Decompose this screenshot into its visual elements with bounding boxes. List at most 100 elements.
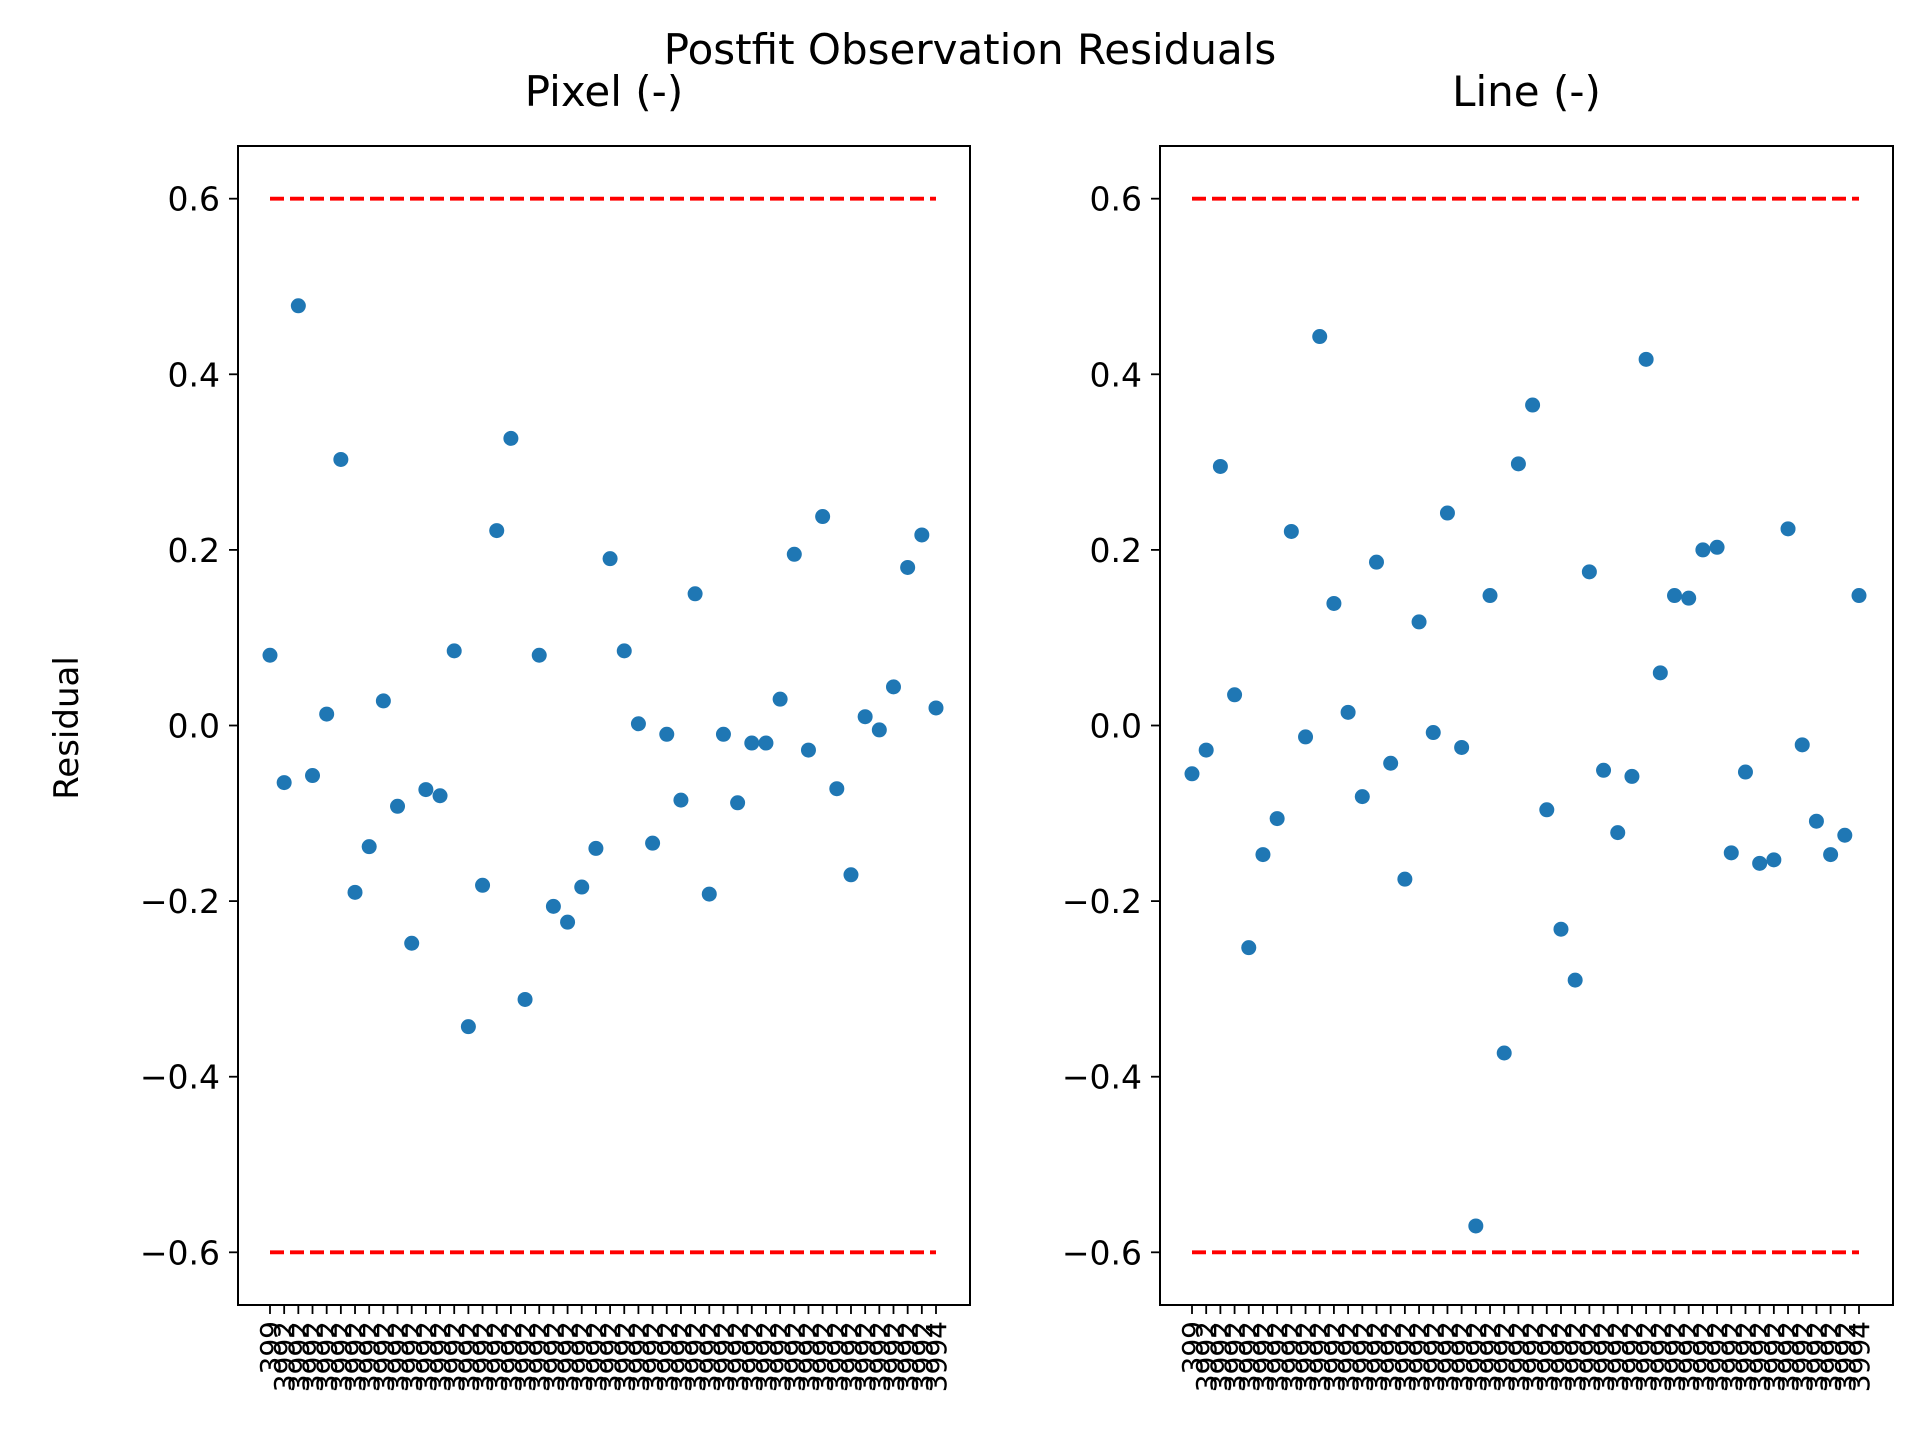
data-point bbox=[1567, 972, 1583, 988]
y-tick-label: 0.4 bbox=[168, 355, 220, 394]
x-tick-label: 3992 bbox=[1744, 1321, 1777, 1392]
x-tick-label: 3992 bbox=[410, 1321, 443, 1392]
y-tick-label: −0.6 bbox=[1062, 1233, 1142, 1272]
data-point bbox=[475, 877, 491, 893]
data-point bbox=[800, 742, 816, 758]
x-tick-label: 3992 bbox=[1829, 1321, 1862, 1392]
data-point bbox=[1454, 739, 1470, 755]
data-point bbox=[1510, 456, 1526, 472]
y-axis-label: Residual bbox=[47, 656, 87, 800]
data-point bbox=[517, 991, 533, 1007]
data-point bbox=[1837, 827, 1853, 843]
x-tick-label: 3992 bbox=[509, 1321, 542, 1392]
x-tick-label: 3992 bbox=[1375, 1321, 1408, 1392]
data-point bbox=[1752, 855, 1768, 871]
x-tick-label: 3992 bbox=[821, 1321, 854, 1392]
data-point bbox=[1326, 595, 1342, 611]
data-point bbox=[744, 735, 760, 751]
data-point bbox=[333, 451, 349, 467]
x-tick-label: 3992 bbox=[1701, 1321, 1734, 1392]
data-point bbox=[1411, 614, 1427, 630]
x-tick-label: 3992 bbox=[438, 1321, 471, 1392]
x-tick-label: 3992 bbox=[1573, 1321, 1606, 1392]
x-tick-label: 3992 bbox=[325, 1321, 358, 1392]
data-point bbox=[262, 647, 278, 663]
x-tick-label: 3992 bbox=[1431, 1321, 1464, 1392]
data-point bbox=[375, 693, 391, 709]
data-point bbox=[305, 768, 321, 784]
x-tick-label: 3992 bbox=[778, 1321, 811, 1392]
x-tick-label: 3992 bbox=[849, 1321, 882, 1392]
data-point bbox=[1581, 564, 1597, 580]
data-point bbox=[1241, 940, 1257, 956]
x-tick-label: 3992 bbox=[1786, 1321, 1819, 1392]
x-tick-label: 3992 bbox=[1616, 1321, 1649, 1392]
data-point bbox=[645, 835, 661, 851]
x-tick-label: 3992 bbox=[1729, 1321, 1762, 1392]
data-point bbox=[531, 647, 547, 663]
data-point bbox=[1425, 725, 1441, 741]
data-point bbox=[1624, 768, 1640, 784]
data-point bbox=[1354, 789, 1370, 805]
data-point bbox=[319, 706, 335, 722]
data-point bbox=[871, 722, 887, 738]
x-tick-label: 399 bbox=[1176, 1321, 1209, 1374]
x-tick-label: 3992 bbox=[693, 1321, 726, 1392]
x-tick-label: 3992 bbox=[707, 1321, 740, 1392]
x-tick-label: 3992 bbox=[396, 1321, 429, 1392]
y-tick-label: 0.6 bbox=[168, 180, 220, 219]
x-tick-label: 3992 bbox=[1233, 1321, 1266, 1392]
x-tick-label: 3992 bbox=[1531, 1321, 1564, 1392]
x-tick-label: 3992 bbox=[1772, 1321, 1805, 1392]
y-tick-label: −0.4 bbox=[1062, 1058, 1142, 1097]
axes-frame bbox=[1159, 145, 1894, 1306]
subplot-1: Pixel (-)0.60.40.20.0−0.2−0.4−0.63993992… bbox=[140, 67, 971, 1392]
x-tick-label: 3992 bbox=[424, 1321, 457, 1392]
x-tick-label: 3992 bbox=[722, 1321, 755, 1392]
x-tick-label: 3992 bbox=[268, 1321, 301, 1392]
data-point bbox=[446, 643, 462, 659]
data-point bbox=[347, 884, 363, 900]
x-tick-label: 3992 bbox=[608, 1321, 641, 1392]
x-tick-label: 3992 bbox=[552, 1321, 585, 1392]
data-point bbox=[1312, 329, 1328, 345]
x-tick-label: 3992 bbox=[1403, 1321, 1436, 1392]
x-tick-label: 3992 bbox=[877, 1321, 910, 1392]
y-tick-label: 0.6 bbox=[1090, 180, 1142, 219]
x-tick-label: 3992 bbox=[297, 1321, 330, 1392]
data-point bbox=[1184, 766, 1200, 782]
x-tick-label: 3992 bbox=[382, 1321, 415, 1392]
x-tick-label: 3992 bbox=[1502, 1321, 1535, 1392]
x-tick-label: 3992 bbox=[1219, 1321, 1252, 1392]
x-tick-label: 3992 bbox=[835, 1321, 868, 1392]
x-tick-label: 399 bbox=[254, 1321, 287, 1374]
x-tick-label: 3992 bbox=[1758, 1321, 1791, 1392]
x-tick-label: 3992 bbox=[467, 1321, 500, 1392]
data-point bbox=[1808, 813, 1824, 829]
x-tick-label: 3992 bbox=[1559, 1321, 1592, 1392]
data-point bbox=[630, 716, 646, 732]
data-point bbox=[730, 795, 746, 811]
data-point bbox=[1397, 871, 1413, 887]
data-point bbox=[290, 298, 306, 314]
data-point bbox=[1695, 542, 1711, 558]
data-point bbox=[404, 935, 420, 951]
x-tick-label: 3992 bbox=[1687, 1321, 1720, 1392]
data-point bbox=[1368, 554, 1384, 570]
data-point bbox=[503, 430, 519, 446]
data-point bbox=[900, 559, 916, 575]
data-point bbox=[1482, 588, 1498, 604]
data-point bbox=[1496, 1045, 1512, 1061]
data-point bbox=[914, 527, 930, 543]
x-tick-label: 3992 bbox=[566, 1321, 599, 1392]
x-tick-label: 3992 bbox=[353, 1321, 386, 1392]
x-tick-label: 3992 bbox=[1247, 1321, 1280, 1392]
data-point bbox=[1723, 845, 1739, 861]
x-tick-label: 3992 bbox=[1360, 1321, 1393, 1392]
data-point bbox=[1652, 665, 1668, 681]
x-tick-label: 3992 bbox=[1261, 1321, 1294, 1392]
data-point bbox=[489, 523, 505, 539]
x-tick-label: 3992 bbox=[339, 1321, 372, 1392]
y-tick-label: −0.4 bbox=[140, 1058, 220, 1097]
